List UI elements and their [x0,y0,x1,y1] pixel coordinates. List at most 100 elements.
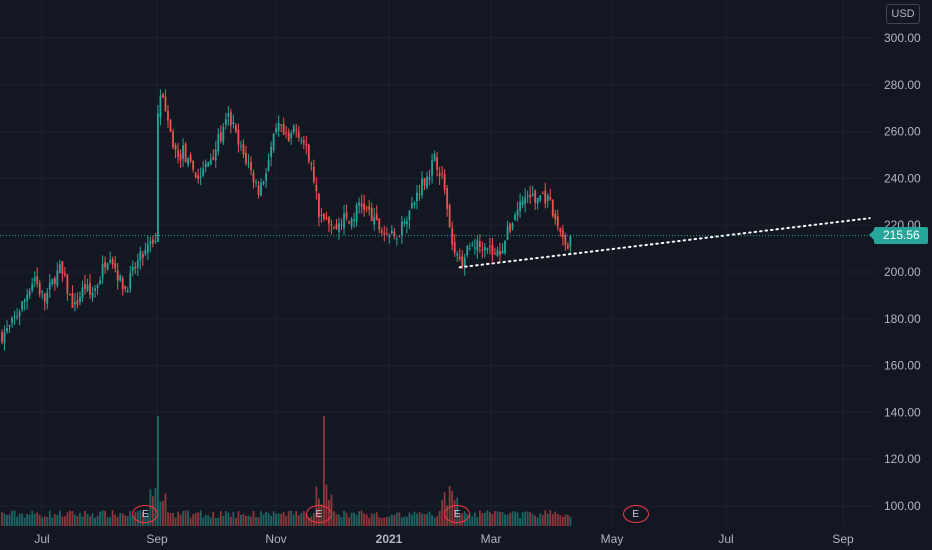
volume-bar [184,510,187,526]
candle-body [350,219,353,227]
volume-bar [519,517,521,526]
candlestick-series [1,89,572,351]
candle-body [433,153,436,162]
candle-body [463,257,466,267]
candle-body [232,122,235,125]
volume-bar [116,516,119,526]
volume-bar [277,513,280,526]
volume-bar [167,512,169,526]
volume-bar [295,511,298,526]
volume-bar [491,513,494,526]
volume-bar [121,513,124,526]
volume-bar [323,416,325,526]
volume-bar [126,516,129,526]
volume-bar [96,515,99,526]
candle-body [370,207,373,222]
earnings-marker[interactable]: E [622,505,649,523]
candle-body [11,317,13,324]
candle-body [418,193,421,195]
candle-body [536,197,539,204]
y-tick-label: 180.00 [884,312,921,326]
currency-badge[interactable]: USD [886,4,920,24]
volume-bar [325,484,328,526]
volume-bar [511,511,514,526]
candle-body [26,294,29,302]
candle-body [111,258,114,265]
y-tick-label: 280.00 [884,78,921,92]
candle-body [290,132,293,139]
candle-body [511,223,514,229]
candle-body [207,162,210,167]
volume-bar [79,513,81,526]
volume-bar [411,514,413,526]
candle-body [499,251,501,255]
volume-bar [43,516,46,526]
volume-bar [275,513,278,526]
candle-body [182,145,184,159]
volume-bar [56,515,59,526]
candle-body [368,206,371,210]
candle-body [252,172,255,183]
candle-body [373,216,376,225]
volume-bar [481,513,484,526]
volume-bar [398,512,401,526]
candle-body [443,174,446,190]
volume-bar [38,514,41,526]
candle-body [529,194,532,198]
candle-body [353,219,355,221]
candle-body [516,209,519,216]
volume-bar [423,514,426,526]
volume-bar [428,511,431,526]
time-axis-ticks[interactable]: Jul Sep Nov 2021 Mar May Jul Sep [34,532,854,546]
volume-bar [373,513,376,526]
volume-bar [222,515,225,526]
volume-bar [370,513,373,526]
candle-body [388,235,391,238]
candle-body [157,113,159,243]
volume-bar [541,514,544,526]
volume-bar [549,510,552,526]
volume-bar [468,514,471,526]
candle-body [383,233,386,235]
volume-bar [86,514,89,526]
volume-bar [16,516,18,526]
candle-body [363,203,366,211]
volume-bar [164,493,167,526]
volume-bar [509,512,511,526]
volume-bar [214,517,217,526]
candle-body [104,262,107,267]
candle-body [71,293,74,308]
candle-body [441,172,444,174]
volume-bar [197,512,200,526]
candle-body [421,178,423,196]
candle-body [212,157,215,160]
volume-bar [564,514,567,526]
candle-body [227,113,230,118]
candle-body [566,245,569,249]
candle-body [431,160,433,176]
price-axis[interactable] [872,0,932,550]
volume-bar [539,513,542,526]
candle-body [471,244,474,246]
candle-body [400,221,403,236]
candle-body [38,283,41,295]
candle-body [531,193,534,196]
candle-body [561,229,564,238]
candle-body [31,283,34,291]
earnings-marker[interactable]: E [444,505,471,523]
volume-bar [174,517,177,526]
volume-bar [536,517,539,526]
volume-bar [204,514,207,526]
candle-body [335,224,338,229]
candle-body [202,168,205,176]
candle-body [41,291,44,293]
candle-body [240,145,242,147]
earnings-marker[interactable]: E [132,505,159,523]
volume-bar [524,511,527,526]
candle-body [390,230,393,234]
volume-bar [84,511,86,526]
earnings-marker[interactable]: E [305,505,332,523]
candle-body [478,241,481,247]
candle-body [134,266,137,269]
